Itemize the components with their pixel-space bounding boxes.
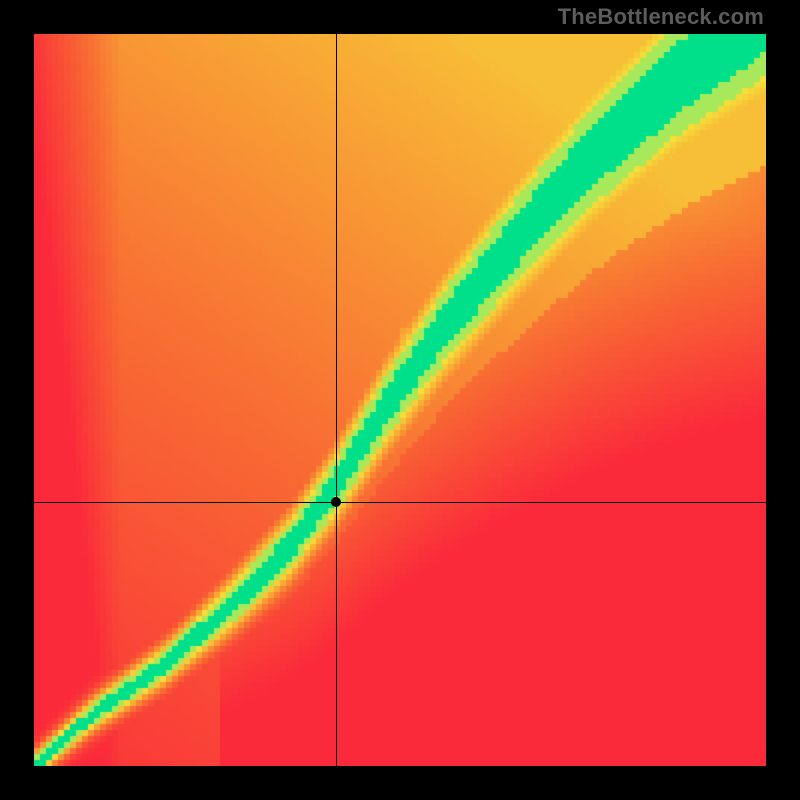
crosshair-horizontal (34, 502, 766, 503)
watermark-text: TheBottleneck.com (558, 4, 764, 30)
crosshair-vertical (336, 34, 337, 766)
heatmap-plot (34, 34, 766, 766)
heatmap-canvas (34, 34, 766, 766)
figure-frame: TheBottleneck.com (0, 0, 800, 800)
crosshair-marker (331, 497, 341, 507)
